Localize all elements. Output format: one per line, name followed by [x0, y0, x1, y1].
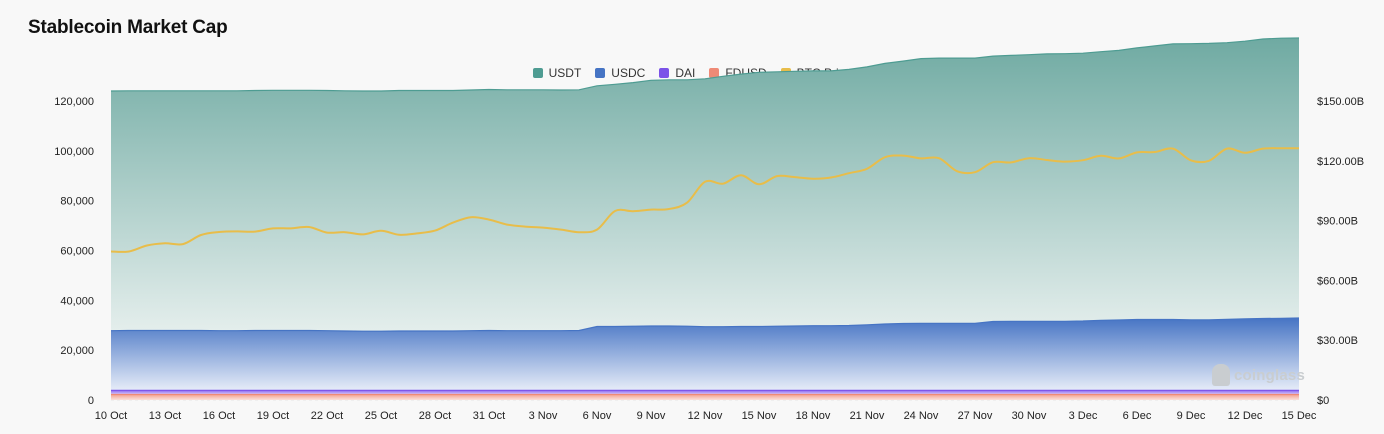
x-tick-label: 15 Nov [742, 410, 777, 422]
y-right-tick-label: $90.00B [1317, 216, 1358, 228]
y-left-tick-label: 20,000 [60, 345, 94, 357]
x-tick-label: 18 Nov [796, 410, 831, 422]
legend-swatch-fdusd [709, 68, 720, 78]
legend-item-usdc[interactable]: USDC [595, 66, 645, 80]
x-tick-label: 9 Nov [637, 410, 666, 422]
x-tick-label: 9 Dec [1177, 410, 1206, 422]
series-areas [110, 37, 1300, 401]
legend-swatch-usdt [532, 68, 543, 78]
x-tick-label: 10 Oct [95, 410, 127, 422]
series-lines [110, 147, 1299, 253]
legend-label-usdt: USDT [548, 66, 582, 80]
y-left-tick-label: 0 [88, 395, 94, 407]
x-tick-label: 6 Dec [1123, 410, 1152, 422]
x-tick-label: 21 Nov [850, 410, 885, 422]
y-right-tick-label: $150.00B [1317, 96, 1364, 108]
area-usdt[interactable] [111, 38, 1299, 332]
y-right-tick-label: $120.00B [1317, 156, 1364, 168]
legend-swatch-usdc [595, 68, 606, 78]
coinglass-logo-icon [1212, 364, 1230, 386]
area-dai[interactable] [111, 390, 1299, 395]
legend-swatch-dai [659, 68, 670, 78]
axis-labels: 0 20,000 40,000 60,000 80,000 100,000 120,000 $… [54, 96, 1364, 422]
x-tick-label: 22 Oct [311, 410, 343, 422]
legend-item-dai[interactable]: DAI [659, 66, 695, 80]
x-tick-label: 12 Dec [1228, 410, 1263, 422]
y-left-tick-label: 80,000 [60, 196, 94, 208]
x-tick-label: 27 Nov [958, 410, 993, 422]
area-usdc[interactable] [111, 318, 1299, 391]
y-left-tick-label: 120,000 [54, 96, 94, 108]
x-tick-label: 30 Nov [1012, 410, 1047, 422]
area-fdusd[interactable] [111, 394, 1299, 401]
watermark-text: coinglass [1234, 366, 1305, 384]
btc-price-line[interactable] [110, 147, 1299, 253]
y-right-tick-label: $60.00B [1317, 275, 1358, 287]
y-right-tick-label: $30.00B [1317, 335, 1358, 347]
x-tick-label: 3 Dec [1069, 410, 1098, 422]
coinglass-watermark: coinglass [1212, 364, 1305, 386]
legend-label-usdc: USDC [611, 66, 646, 80]
x-tick-label: 12 Nov [688, 410, 723, 422]
area-edge-usdc [110, 317, 1300, 332]
x-tick-label: 13 Oct [149, 410, 181, 422]
y-left-tick-label: 60,000 [60, 246, 94, 258]
y-left-tick-label: 100,000 [54, 146, 94, 158]
x-tick-label: 25 Oct [365, 410, 397, 422]
x-tick-label: 3 Nov [529, 410, 558, 422]
x-tick-label: 19 Oct [257, 410, 289, 422]
area-edge-usdt [110, 37, 1300, 92]
x-tick-label: 28 Oct [419, 410, 451, 422]
legend-item-usdt[interactable]: USDT [532, 66, 582, 80]
x-tick-label: 6 Nov [583, 410, 612, 422]
chart-title: Stablecoin Market Cap [28, 17, 228, 38]
x-tick-label: 15 Dec [1282, 410, 1317, 422]
y-left-tick-label: 40,000 [60, 295, 94, 307]
x-tick-label: 16 Oct [203, 410, 235, 422]
legend-label-dai: DAI [675, 66, 696, 80]
x-tick-label: 31 Oct [473, 410, 505, 422]
x-tick-label: 24 Nov [904, 410, 939, 422]
y-right-tick-label: $0 [1317, 395, 1329, 407]
